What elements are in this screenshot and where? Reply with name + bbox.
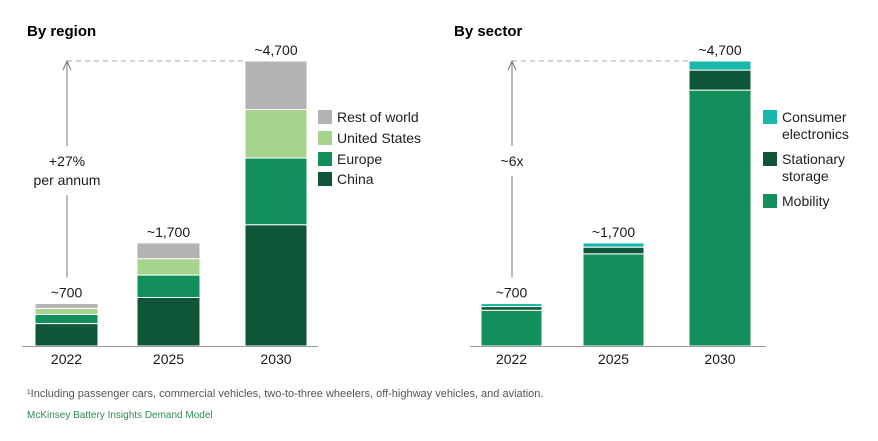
by-region-bar-2022-europe — [34, 313, 99, 325]
by-region-total-label-2030: ~4,700 — [254, 42, 297, 58]
by-sector-bar-2022-stationary-storage — [480, 306, 543, 311]
by-region-bar-2030-china — [244, 224, 308, 347]
by-region-legend-label-rest-of-world: Rest of world — [337, 109, 419, 125]
by-region-bar-2025-rest-of-world — [136, 242, 201, 260]
by-region-bar-2030-rest-of-world — [244, 60, 308, 111]
by-sector-total-label-2022: ~700 — [496, 285, 528, 301]
by-region-x-tick-2025: 2025 — [153, 351, 184, 367]
by-sector-bar-2030-mobility — [688, 89, 752, 347]
by-sector-bar-2025-mobility — [582, 253, 645, 347]
by-sector-total-label-2025: ~1,700 — [592, 224, 635, 240]
by-region-bar-2022-rest-of-world — [34, 303, 99, 309]
by-region-bar-2022-united-states — [34, 307, 99, 315]
source-note: McKinsey Battery Insights Demand Model — [27, 410, 213, 421]
by-region-legend-label-united-states: United States — [337, 130, 421, 146]
by-sector-bar-2022-consumer-electronics — [480, 303, 543, 308]
by-region-bar-2025-united-states — [136, 258, 201, 276]
by-region-growth-annotation-0: +27% — [49, 153, 85, 169]
by-sector-legend-label-stationary-storage-1: storage — [782, 168, 829, 184]
by-sector-x-tick-2022: 2022 — [496, 351, 527, 367]
by-sector-legend-swatch-mobility — [763, 194, 777, 208]
by-sector-title: By sector — [454, 23, 523, 40]
by-sector-legend-swatch-consumer-electronics — [763, 110, 777, 124]
by-region-total-label-2022: ~700 — [51, 285, 83, 301]
footnote: ¹Including passenger cars, commercial ve… — [27, 388, 544, 400]
by-region-legend-label-china: China — [337, 171, 374, 187]
by-sector-bar-2025-stationary-storage — [582, 246, 645, 255]
by-region-x-tick-2022: 2022 — [51, 351, 82, 367]
by-sector-total-label-2030: ~4,700 — [698, 42, 741, 58]
by-region-bar-2022-china — [34, 323, 99, 347]
by-region-bar-2030-europe — [244, 157, 308, 226]
by-region-title: By region — [27, 23, 96, 40]
by-region-legend-label-europe: Europe — [337, 151, 382, 167]
by-sector-bar-2030-consumer-electronics — [688, 60, 752, 71]
by-region-total-label-2025: ~1,700 — [147, 224, 190, 240]
by-sector-x-tick-2030: 2030 — [704, 351, 735, 367]
by-sector-x-tick-2025: 2025 — [598, 351, 629, 367]
by-sector-bar-2030-stationary-storage — [688, 69, 752, 91]
by-sector-legend-label-stationary-storage: Stationary — [782, 151, 845, 167]
by-region-x-tick-2030: 2030 — [260, 351, 291, 367]
by-sector-bar-2025-consumer-electronics — [582, 242, 645, 248]
by-sector-bar-2022-mobility — [480, 309, 543, 347]
by-region-legend-swatch-china — [318, 172, 332, 186]
by-region-growth-arrowhead-icon — [62, 59, 72, 71]
by-sector-growth-arrowhead-icon — [507, 59, 517, 71]
by-sector-legend-label-consumer-electronics: Consumer — [782, 109, 847, 125]
by-region-bar-2025-china — [136, 296, 201, 347]
by-region-growth-annotation-1: per annum — [34, 172, 101, 188]
by-sector-legend-swatch-stationary-storage — [763, 152, 777, 166]
by-sector-growth-annotation-0: ~6x — [501, 153, 524, 169]
by-sector-legend-label-mobility: Mobility — [782, 193, 829, 209]
by-region-bar-2025-europe — [136, 274, 201, 298]
by-region-legend-swatch-united-states — [318, 131, 332, 145]
by-region-legend-swatch-rest-of-world — [318, 110, 332, 124]
by-region-legend-swatch-europe — [318, 152, 332, 166]
by-sector-legend-label-consumer-electronics-1: electronics — [782, 126, 849, 142]
by-region-bar-2030-united-states — [244, 109, 308, 159]
